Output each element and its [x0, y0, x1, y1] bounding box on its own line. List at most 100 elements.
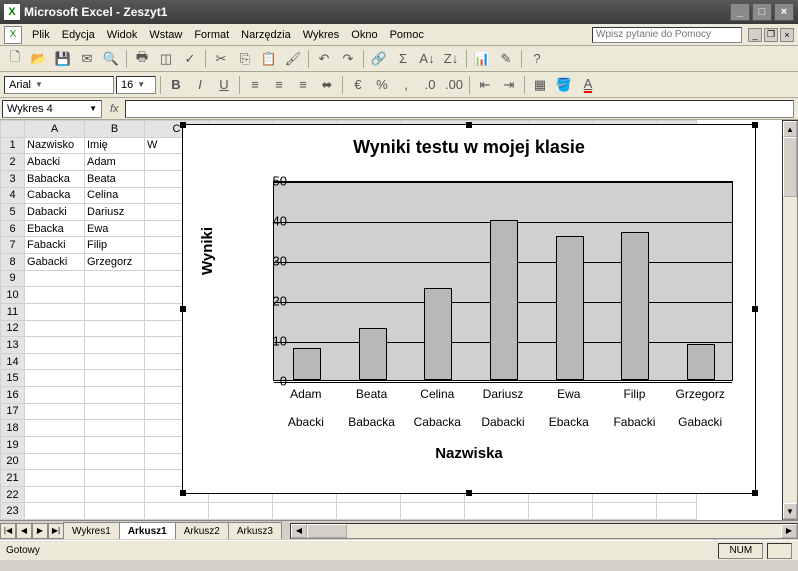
row-header[interactable]: 15 [1, 370, 25, 387]
tab-nav-prev[interactable]: ◀ [16, 523, 32, 539]
cell[interactable] [145, 503, 209, 520]
scroll-thumb[interactable] [307, 524, 347, 538]
cell[interactable] [85, 287, 145, 304]
cell[interactable] [25, 303, 85, 320]
undo-icon[interactable]: ↶ [313, 48, 335, 70]
cell[interactable]: Imię [85, 137, 145, 154]
scroll-up-icon[interactable]: ▲ [783, 121, 797, 137]
resize-handle[interactable] [752, 490, 758, 496]
save-icon[interactable]: 💾 [52, 48, 74, 70]
row-header[interactable]: 4 [1, 187, 25, 204]
copy-icon[interactable]: ⎘ [234, 48, 256, 70]
font-color-icon[interactable]: A [577, 74, 599, 96]
row-header[interactable]: 17 [1, 403, 25, 420]
cell[interactable]: Dabacki [25, 204, 85, 221]
row-header[interactable]: 12 [1, 320, 25, 337]
row-header[interactable]: 22 [1, 486, 25, 503]
row-header[interactable]: 18 [1, 420, 25, 437]
row-header[interactable]: 21 [1, 470, 25, 487]
cell[interactable]: Abacki [25, 154, 85, 171]
cell[interactable] [85, 353, 145, 370]
menu-edycja[interactable]: Edycja [56, 27, 101, 43]
inc-decimal-icon[interactable]: .0 [419, 74, 441, 96]
cell[interactable] [657, 503, 697, 520]
row-header[interactable]: 2 [1, 154, 25, 171]
column-header[interactable]: B [85, 121, 145, 138]
inc-indent-icon[interactable]: ⇥ [498, 74, 520, 96]
row-header[interactable]: 11 [1, 303, 25, 320]
scroll-down-icon[interactable]: ▼ [783, 503, 797, 519]
cell[interactable] [85, 270, 145, 287]
cell[interactable] [85, 436, 145, 453]
cell[interactable]: Dariusz [85, 204, 145, 221]
cell[interactable] [25, 403, 85, 420]
cell[interactable] [337, 503, 401, 520]
cell[interactable]: Ewa [85, 220, 145, 237]
italic-button[interactable]: I [189, 74, 211, 96]
hyperlink-icon[interactable]: 🔗 [368, 48, 390, 70]
menu-narzedzia[interactable]: Narzędzia [235, 27, 297, 43]
cell[interactable] [85, 420, 145, 437]
resize-handle[interactable] [180, 122, 186, 128]
cell[interactable] [85, 337, 145, 354]
cell[interactable] [85, 303, 145, 320]
format-painter-icon[interactable]: 🖌 [282, 48, 304, 70]
cell[interactable]: Gabacki [25, 254, 85, 271]
chart-icon[interactable]: 📊 [471, 48, 493, 70]
resize-handle[interactable] [180, 306, 186, 312]
cell[interactable]: Grzegorz [85, 254, 145, 271]
maximize-button[interactable]: □ [752, 3, 772, 21]
menu-widok[interactable]: Widok [101, 27, 144, 43]
resize-handle[interactable] [752, 122, 758, 128]
cell[interactable]: Cabacka [25, 187, 85, 204]
cell[interactable] [25, 320, 85, 337]
cut-icon[interactable]: ✂ [210, 48, 232, 70]
print-icon[interactable]: 🖶 [131, 48, 153, 70]
cell[interactable] [25, 370, 85, 387]
row-header[interactable]: 9 [1, 270, 25, 287]
row-header[interactable]: 10 [1, 287, 25, 304]
cell[interactable] [593, 503, 657, 520]
cell[interactable]: Nazwisko [25, 137, 85, 154]
cell[interactable] [25, 470, 85, 487]
cell[interactable] [25, 387, 85, 404]
merge-icon[interactable]: ⬌ [316, 74, 338, 96]
drawing-icon[interactable]: ✎ [495, 48, 517, 70]
percent-icon[interactable]: % [371, 74, 393, 96]
cell[interactable]: Adam [85, 154, 145, 171]
align-center-icon[interactable]: ≡ [268, 74, 290, 96]
sheet-tab[interactable]: Arkusz2 [175, 522, 229, 539]
cell[interactable] [85, 503, 145, 520]
preview-icon[interactable]: ◫ [155, 48, 177, 70]
paste-icon[interactable]: 📋 [258, 48, 280, 70]
redo-icon[interactable]: ↷ [337, 48, 359, 70]
currency-icon[interactable]: € [347, 74, 369, 96]
resize-handle[interactable] [466, 122, 472, 128]
scroll-thumb[interactable] [783, 137, 797, 197]
cell[interactable] [85, 453, 145, 470]
cell[interactable] [273, 503, 337, 520]
cell[interactable] [25, 287, 85, 304]
tab-nav-next[interactable]: ▶ [32, 523, 48, 539]
tab-nav-last[interactable]: ▶| [48, 523, 64, 539]
cell[interactable] [85, 320, 145, 337]
cell[interactable] [25, 503, 85, 520]
cell[interactable] [25, 486, 85, 503]
resize-handle[interactable] [466, 490, 472, 496]
open-icon[interactable]: 📂 [28, 48, 50, 70]
column-header[interactable]: A [25, 121, 85, 138]
menu-plik[interactable]: Plik [26, 27, 56, 43]
row-header[interactable]: 20 [1, 453, 25, 470]
fill-color-icon[interactable]: 🪣 [553, 74, 575, 96]
horizontal-scrollbar[interactable]: ◀ ▶ [290, 523, 798, 539]
cell[interactable] [401, 503, 465, 520]
sort-desc-icon[interactable]: Z↓ [440, 48, 462, 70]
spell-icon[interactable]: ✓ [179, 48, 201, 70]
dec-decimal-icon[interactable]: .00 [443, 74, 465, 96]
cell[interactable]: Celina [85, 187, 145, 204]
close-button[interactable]: × [774, 3, 794, 21]
row-header[interactable]: 13 [1, 337, 25, 354]
scroll-right-icon[interactable]: ▶ [781, 524, 797, 538]
cell[interactable] [85, 370, 145, 387]
vertical-scrollbar[interactable]: ▲ ▼ [782, 120, 798, 520]
